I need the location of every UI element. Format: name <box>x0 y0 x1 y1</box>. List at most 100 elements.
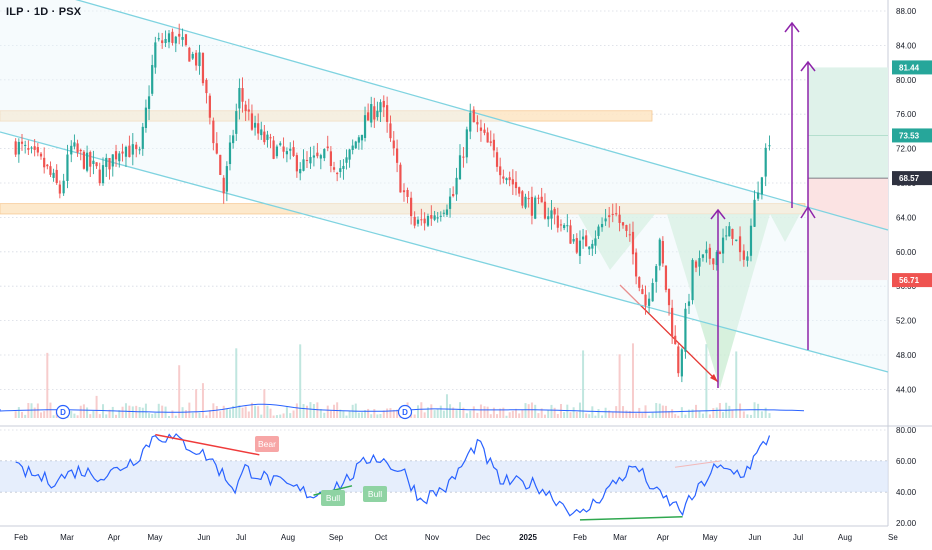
candle-body <box>219 154 222 175</box>
candle-body <box>17 141 20 155</box>
volume-bar <box>373 409 376 418</box>
time-tick-label: Jul <box>793 533 803 542</box>
candle-body <box>735 239 738 241</box>
candle-body <box>458 155 462 180</box>
volume-bar <box>502 407 505 418</box>
candle-body <box>144 107 148 128</box>
candle-body <box>651 282 654 302</box>
volume-bar <box>198 412 201 418</box>
candle-body <box>114 151 118 160</box>
volume-bar <box>479 404 482 418</box>
volume-bar <box>342 411 345 418</box>
candle-body <box>309 157 312 164</box>
volume-bar <box>524 403 527 418</box>
candle-body <box>698 258 701 267</box>
volume-bar <box>588 414 591 418</box>
candle-body <box>370 104 373 123</box>
right-shoulder-shape <box>770 214 800 242</box>
volume-bar <box>739 403 742 418</box>
volume-bar <box>735 351 738 418</box>
volume-bar <box>370 414 373 418</box>
candle-body <box>367 112 370 121</box>
candle-body <box>508 177 511 181</box>
stop-loss-zone <box>808 178 888 281</box>
candle-body <box>718 251 722 254</box>
left-shoulder-shape <box>578 214 655 270</box>
volume-bar <box>299 344 302 418</box>
volume-bar <box>364 410 367 418</box>
volume-bar <box>489 414 492 418</box>
candle-body <box>708 247 711 259</box>
volume-bar <box>52 415 55 418</box>
volume-bar <box>260 414 263 418</box>
volume-bar <box>154 412 157 418</box>
volume-bar <box>82 404 85 418</box>
candle-body <box>14 141 17 155</box>
volume-bar <box>174 415 177 418</box>
candle-body <box>615 213 618 215</box>
candle-body <box>694 261 698 268</box>
candle-body <box>671 307 674 337</box>
candle-body <box>597 226 600 236</box>
volume-bar <box>413 414 416 418</box>
price-badge <box>892 60 932 75</box>
candle-body <box>511 179 514 185</box>
candle-body <box>572 238 575 242</box>
volume-bar <box>537 413 540 418</box>
symbol-title[interactable]: ILP · 1D · PSX <box>6 6 82 18</box>
candle-body <box>410 197 413 217</box>
bear-divergence-label: Bear <box>258 439 276 449</box>
candle-body <box>499 166 502 176</box>
candle-body <box>386 105 389 122</box>
candle-body <box>715 251 718 266</box>
price-badge-label: 73.53 <box>899 131 920 140</box>
candle-body <box>263 131 266 143</box>
volume-bar <box>171 410 174 418</box>
volume-bar <box>559 403 562 418</box>
volume-bar <box>141 407 144 418</box>
candle-body <box>257 123 260 134</box>
volume-bar <box>768 413 771 418</box>
price-badge-label: 81.44 <box>899 63 920 72</box>
candle-body <box>588 246 591 250</box>
candle-body <box>85 152 89 171</box>
price-tick-label: 52.00 <box>896 317 917 326</box>
candle-body <box>483 129 486 133</box>
candle-body <box>342 165 345 169</box>
candle-body <box>625 225 628 231</box>
candle-body <box>363 115 367 138</box>
volume-bar <box>631 343 634 418</box>
candle-body <box>329 151 332 167</box>
candle-body <box>569 225 572 244</box>
candle-body <box>379 102 382 113</box>
time-tick-label: Jul <box>236 533 246 542</box>
volume-bar <box>625 410 628 418</box>
time-tick-label: Aug <box>838 533 852 542</box>
candle-body <box>524 196 527 208</box>
volume-bar <box>389 408 392 418</box>
candle-body <box>518 187 521 194</box>
time-tick-label: Nov <box>425 533 439 542</box>
volume-bar <box>575 411 578 418</box>
time-tick-label: Sep <box>329 533 344 542</box>
support-zone <box>0 203 806 215</box>
volume-bar <box>566 404 569 418</box>
candle-body <box>82 151 86 169</box>
candle-body <box>423 218 426 224</box>
price-tick-label: 76.00 <box>896 110 917 119</box>
candle-body <box>111 154 114 167</box>
candle-body <box>608 215 611 218</box>
candle-body <box>339 168 342 173</box>
volume-bar <box>379 413 382 418</box>
candle-body <box>452 194 455 197</box>
volume-bar <box>511 410 514 418</box>
volume-bar <box>550 404 553 418</box>
bull-divergence-label-box <box>363 486 387 502</box>
candle-body <box>631 231 635 255</box>
volume-bar <box>144 403 147 418</box>
candle-body <box>66 154 69 182</box>
volume-bar <box>442 410 445 418</box>
volume-bar <box>219 411 222 418</box>
volume-bar <box>591 406 594 418</box>
